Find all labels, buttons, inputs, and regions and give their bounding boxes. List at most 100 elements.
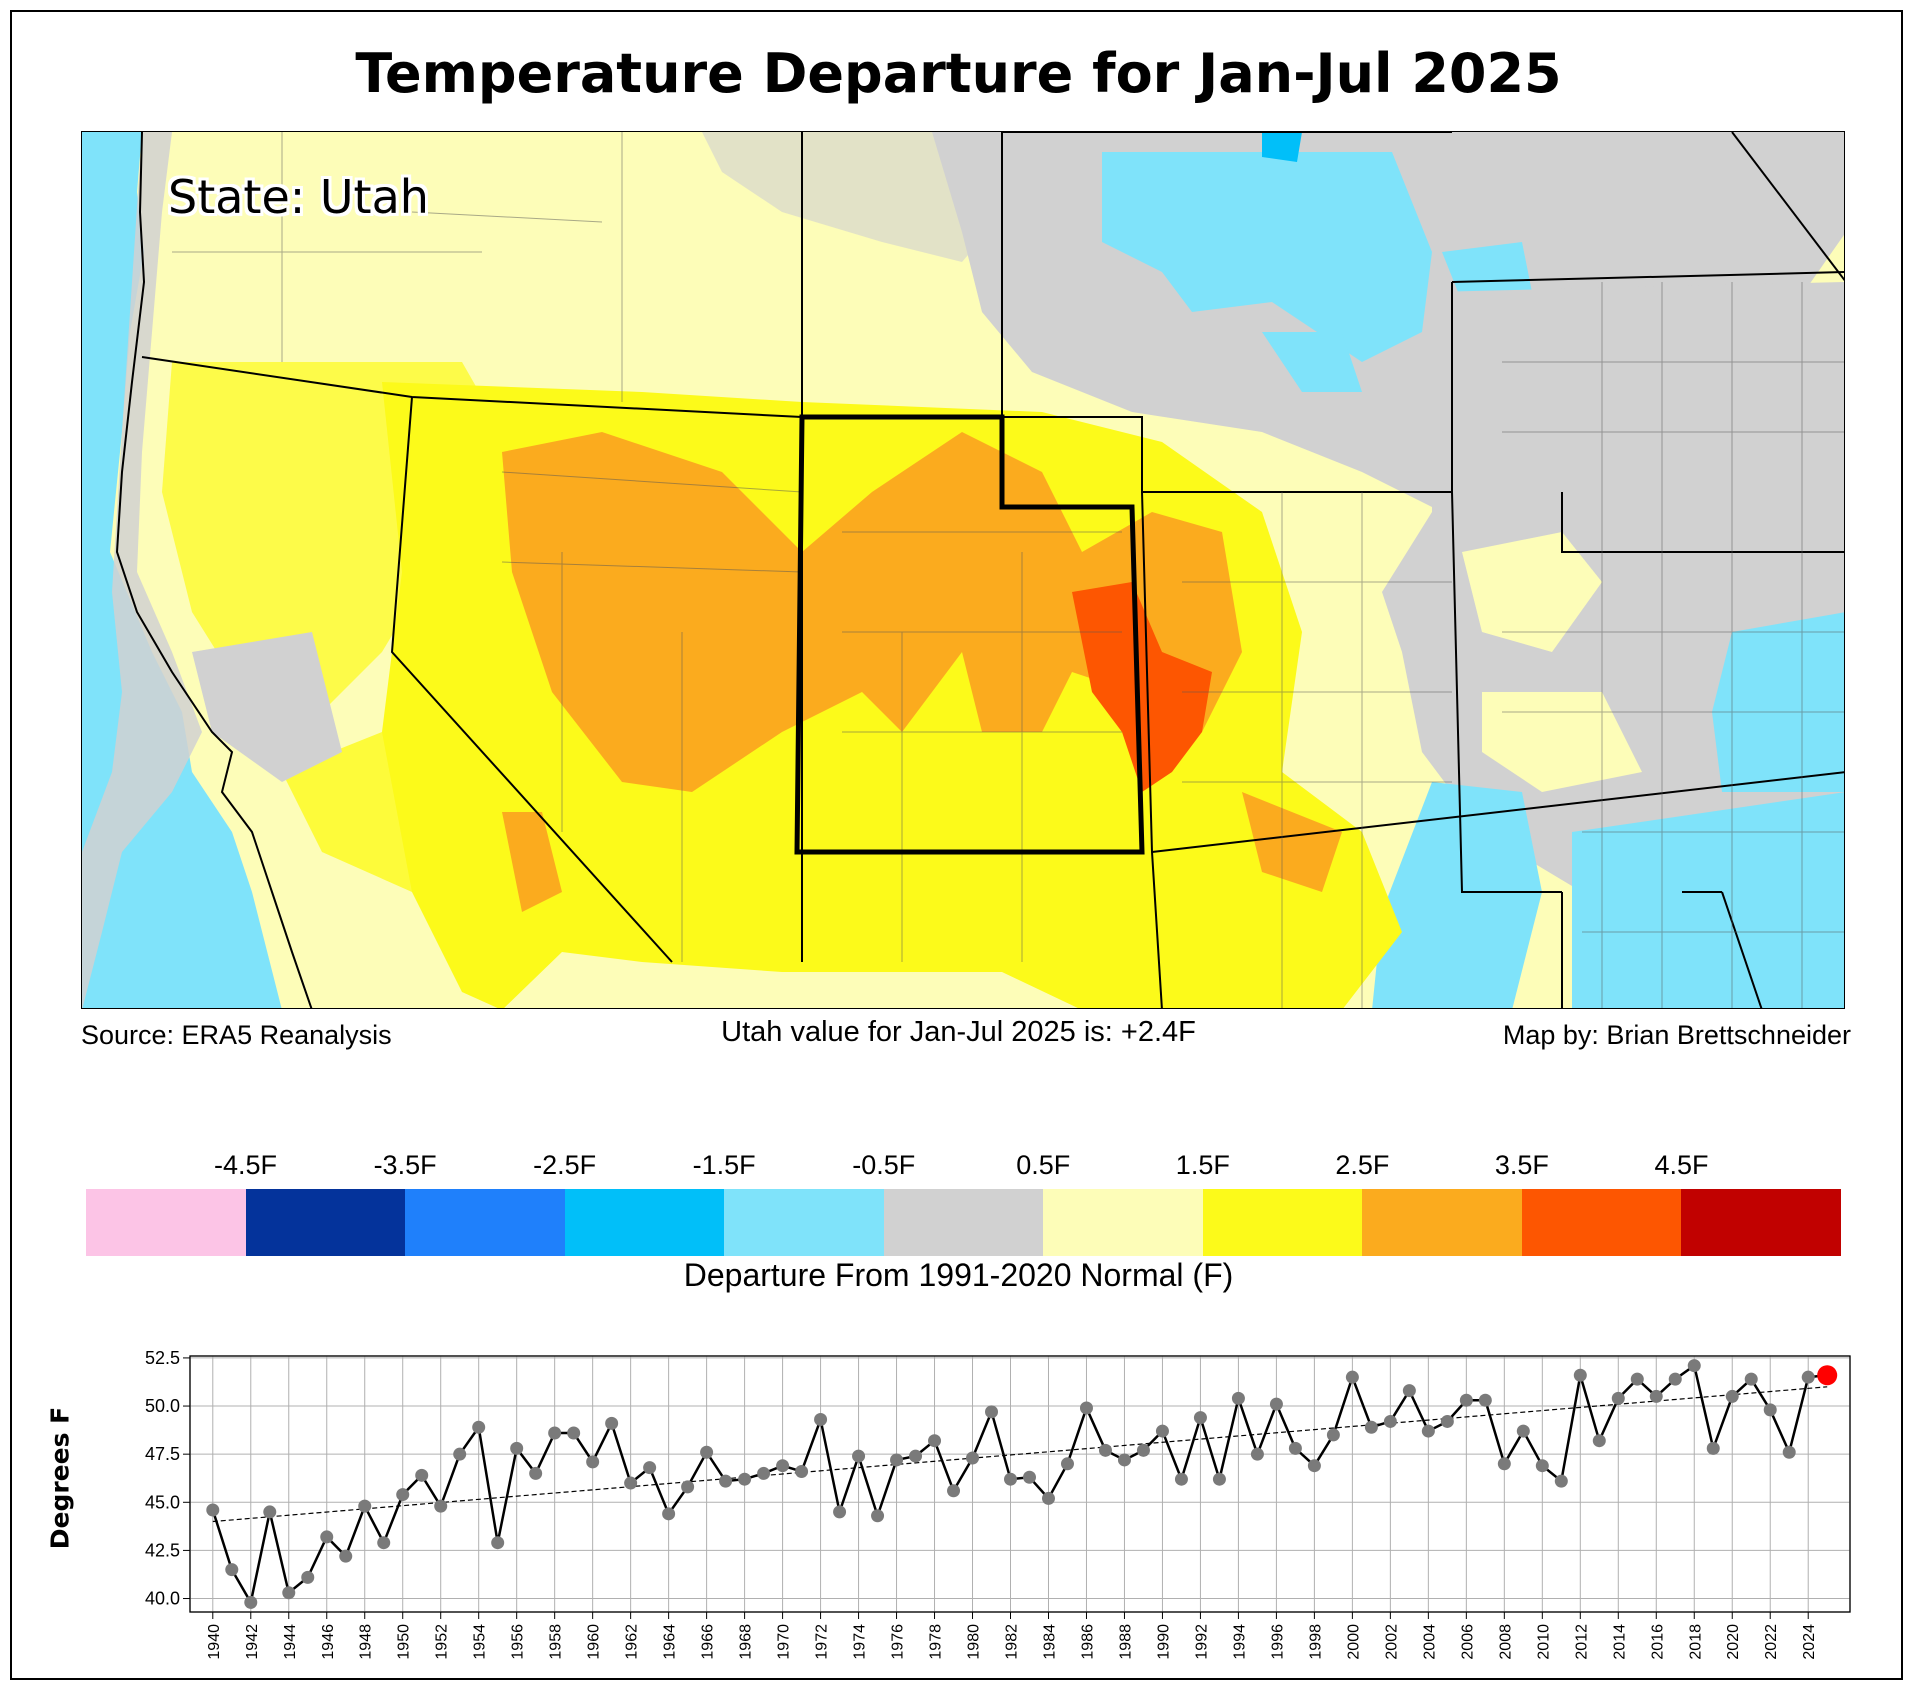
source-label: Source: ERA5 Reanalysis — [81, 1020, 392, 1050]
data-point — [1725, 1389, 1739, 1403]
x-tick-label: 1978 — [928, 1624, 945, 1660]
data-point — [1212, 1472, 1226, 1486]
x-tick-label: 2006 — [1459, 1624, 1476, 1660]
y-axis-label: Degrees F — [45, 1406, 75, 1550]
x-tick-label: 2022 — [1763, 1624, 1780, 1660]
data-point — [453, 1447, 467, 1461]
blue-dakotas-2 — [1262, 332, 1362, 392]
x-tick-label: 1954 — [472, 1624, 489, 1660]
colorbar-segment-2 — [405, 1189, 565, 1256]
data-point — [966, 1451, 980, 1465]
data-point — [871, 1509, 885, 1523]
data-point — [1535, 1459, 1549, 1473]
x-tick-label: 1946 — [320, 1624, 337, 1660]
data-point — [1004, 1472, 1018, 1486]
data-point — [1117, 1453, 1131, 1467]
colorbar-segment-7 — [1202, 1189, 1363, 1256]
y-tick-label: 45.0 — [145, 1492, 180, 1512]
data-point — [1630, 1372, 1644, 1386]
redorange-core — [1072, 582, 1212, 792]
x-tick-label: 2020 — [1725, 1624, 1742, 1660]
data-point — [1440, 1414, 1454, 1428]
x-tick-label: 1948 — [358, 1624, 375, 1660]
x-tick-label: 1980 — [966, 1624, 983, 1660]
data-point — [396, 1488, 410, 1502]
x-tick-label: 1990 — [1155, 1624, 1172, 1660]
data-point — [1022, 1470, 1036, 1484]
data-point — [1744, 1372, 1758, 1386]
y-tick-label: 52.5 — [145, 1348, 180, 1368]
y-tick-label: 40.0 — [145, 1589, 180, 1609]
data-point — [1687, 1359, 1701, 1373]
blue-ok — [1712, 612, 1844, 792]
ly-ne — [1462, 532, 1602, 652]
data-point — [1516, 1424, 1530, 1438]
x-tick-label: 1972 — [814, 1624, 831, 1660]
data-point — [567, 1426, 581, 1440]
data-point — [643, 1461, 657, 1475]
x-tick-label: 2002 — [1383, 1624, 1400, 1660]
data-point — [1801, 1370, 1815, 1384]
x-tick-label: 2014 — [1611, 1624, 1628, 1660]
x-tick-label: 1950 — [396, 1624, 413, 1660]
x-tick-label: 1962 — [624, 1624, 641, 1660]
data-point — [719, 1474, 733, 1488]
x-tick-label: 1996 — [1269, 1624, 1286, 1660]
trend-line — [212, 1386, 1828, 1523]
colorbar-segment-6 — [1043, 1189, 1203, 1256]
data-point — [1421, 1424, 1435, 1438]
colorbar-tick-label: -2.5F — [533, 1150, 597, 1180]
highlight-point — [1817, 1365, 1838, 1386]
state-label: State: Utah — [168, 170, 429, 224]
colorbar — [86, 1189, 1842, 1256]
data-point — [301, 1570, 315, 1584]
data-point — [1041, 1491, 1055, 1505]
x-tick-label: 2010 — [1535, 1624, 1552, 1660]
coastline — [115, 132, 313, 1008]
orange-nm — [1242, 792, 1342, 892]
data-point — [548, 1426, 562, 1440]
data-point — [415, 1468, 429, 1482]
blue-dakotas — [1102, 152, 1432, 362]
blue-spot — [1262, 132, 1302, 162]
data-point — [472, 1420, 486, 1434]
x-tick-label: 1958 — [548, 1624, 565, 1660]
data-point — [1554, 1474, 1568, 1488]
data-point — [1611, 1391, 1625, 1405]
x-tick-label: 1986 — [1079, 1624, 1096, 1660]
colorbar-segment-10 — [1681, 1189, 1842, 1256]
x-tick-label: 1944 — [282, 1624, 299, 1660]
data-point — [1307, 1459, 1321, 1473]
data-point — [662, 1507, 676, 1521]
data-point — [434, 1499, 448, 1513]
data-point — [1079, 1401, 1093, 1415]
colorbar-segment-5 — [883, 1189, 1044, 1256]
x-tick-label: 1974 — [852, 1624, 869, 1660]
y-tick-label: 47.5 — [145, 1444, 180, 1464]
x-tick-label: 1994 — [1231, 1624, 1248, 1660]
data-point — [700, 1445, 714, 1459]
x-tick-label: 2012 — [1573, 1624, 1590, 1660]
data-point — [320, 1530, 334, 1544]
y-tick-label: 50.0 — [145, 1396, 180, 1416]
colorbar-tick-label: -1.5F — [692, 1150, 756, 1180]
data-point — [1155, 1424, 1169, 1438]
orange-core — [502, 432, 1242, 792]
data-point — [282, 1586, 296, 1600]
gray-coast — [82, 132, 202, 1008]
x-tick-label: 1992 — [1193, 1624, 1210, 1660]
map-canvas — [82, 132, 1844, 1008]
colorbar-segment-4 — [724, 1189, 884, 1256]
colorbar-tick-label: 0.5F — [1016, 1150, 1071, 1180]
data-point — [206, 1503, 220, 1517]
x-tick-label: 1964 — [662, 1624, 679, 1660]
x-tick-label: 1956 — [510, 1624, 527, 1660]
data-point — [510, 1441, 524, 1455]
colorbar-tick-label: -3.5F — [373, 1150, 437, 1180]
gray-bay — [192, 632, 342, 782]
data-point — [491, 1536, 505, 1550]
data-point — [890, 1453, 904, 1467]
utah-outline — [794, 414, 1145, 855]
x-tick-label: 1942 — [244, 1624, 261, 1660]
